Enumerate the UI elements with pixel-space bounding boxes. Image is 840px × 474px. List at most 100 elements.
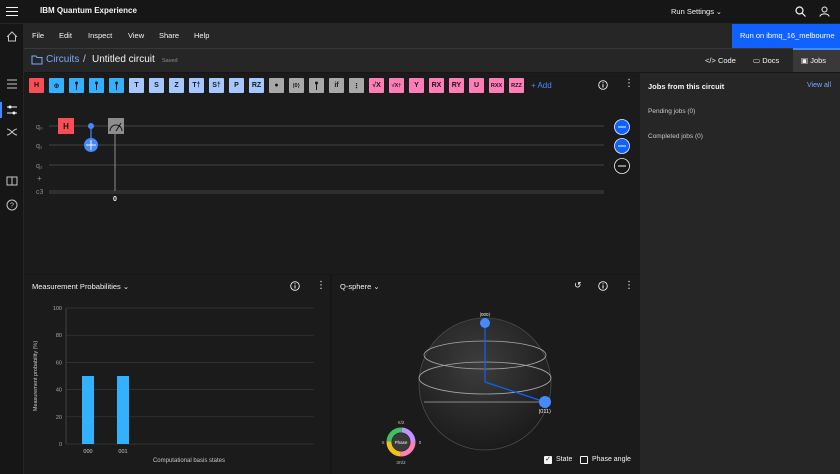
menu-bar: File Edit Inspect View Share Help [24,24,840,48]
bar-001[interactable] [117,376,129,444]
tab-code[interactable]: </> Code [700,48,745,72]
circuit-canvas[interactable]: q₀ q₁ q₂ + c3 H 0 [24,112,640,212]
menu-share[interactable]: Share [159,31,180,40]
gate-z[interactable]: Z [169,78,184,93]
chevron-down-icon: ⌄ [373,282,380,291]
state-011-point[interactable] [539,396,551,408]
bar-000[interactable] [82,376,94,444]
gate-rzz[interactable]: RZZ [509,78,524,93]
info-icon[interactable] [598,80,608,90]
qubit-label-0: q₀ [36,124,43,131]
state-000-point[interactable] [480,318,490,328]
search-icon[interactable] [795,6,806,17]
run-settings-button[interactable]: Run Settings ⌄ [671,7,722,16]
gate-rx[interactable]: RX [429,78,444,93]
add-gate-button[interactable]: + Add [531,81,552,90]
qsphere-visual[interactable]: |000⟩ |011⟩ Phase π/2 π 0 3π/2 [332,300,640,470]
app-title: IBM Quantum Experience [40,6,137,15]
cnot-control[interactable] [88,123,94,129]
gate-p-label: P [234,82,239,89]
gate-if[interactable]: if [329,78,344,93]
list-icon[interactable] [6,79,18,89]
gate-ry[interactable]: RY [449,78,464,93]
gate-rxx[interactable]: RXX [489,78,504,93]
info-icon[interactable] [290,281,300,291]
gate-sdg[interactable]: S† [209,78,224,93]
user-icon[interactable] [819,6,830,17]
gate-reset-label: ● [274,82,279,89]
transpile-icon[interactable] [6,126,18,138]
reset-icon[interactable]: ↺ [574,280,582,290]
menu-help[interactable]: Help [194,31,210,40]
gate-rz[interactable]: RZ [249,78,264,93]
folder-icon [31,55,43,65]
probabilities-dropdown[interactable]: Measurement Probabilities ⌄ [32,282,129,291]
x-tick-label: 001 [118,449,127,455]
circuit-header [24,48,840,72]
gate-sx[interactable]: √X [369,78,384,93]
tab-code-label: Code [717,56,736,65]
phase-bottom-label: 3π/2 [396,460,406,465]
docs-tab-icon: ▭ [753,56,761,65]
run-settings-label: Run Settings [671,7,714,16]
gate-cnot[interactable]: ⊕ [49,78,64,93]
phase-wheel: Phase π/2 π 0 3π/2 [381,420,421,465]
completed-jobs[interactable]: Completed jobs (0) [648,133,703,140]
menu-edit[interactable]: Edit [59,31,72,40]
overflow-menu-icon[interactable]: ⋮ [624,280,634,291]
gate-ket0[interactable]: |0⟩ [289,78,304,93]
gate-h[interactable]: H [29,78,44,93]
y-tick-label: 0 [59,442,62,448]
pending-jobs[interactable]: Pending jobs (0) [648,108,696,115]
y-tick-label: 60 [56,360,62,366]
gate-t[interactable]: T [129,78,144,93]
phase-angle-checkbox[interactable] [580,456,588,464]
qubit-labels: q₀ q₁ q₂ + c3 [36,124,44,196]
breadcrumb-circuits[interactable]: Circuits [46,54,80,65]
jobs-panel [640,73,840,474]
qsphere-dropdown[interactable]: Q-sphere ⌄ [340,282,380,291]
placed-h-gate[interactable] [58,118,74,134]
gate-reset[interactable]: ● [269,78,284,93]
gate-y[interactable]: Y [409,78,424,93]
qubit-label-1: q₁ [36,143,43,150]
gate-ry-label: RY [451,82,462,89]
circuit-title[interactable]: Untitled circuit [92,54,155,65]
home-icon[interactable] [6,31,18,42]
state-checkbox[interactable]: ✓ [544,456,552,464]
tab-docs[interactable]: ▭ Docs [748,48,790,72]
gate-z-label: Z [174,82,179,89]
top-header: IBM Quantum Experience [0,0,840,24]
menu-view[interactable]: View [128,31,145,40]
menu-file[interactable]: File [32,31,45,40]
gate-sxdg[interactable]: √X† [389,78,404,93]
tab-jobs-label: Jobs [810,56,827,65]
overflow-menu-icon[interactable]: ⋮ [624,78,634,89]
y-tick-label: 40 [56,388,62,394]
docs-icon[interactable] [6,176,18,186]
gate-p[interactable]: P [229,78,244,93]
gate-if-label: if [334,82,339,89]
placed-measure-gate[interactable] [108,118,124,134]
gate-identity-icon[interactable] [109,78,124,93]
gate-rzz-label: RZZ [511,82,522,89]
run-button[interactable]: Run on ibmq_16_melbourne [732,24,840,48]
menu-inspect[interactable]: Inspect [88,31,113,40]
code-icon: </> [705,56,716,65]
gate-toffoli-icon[interactable] [69,78,84,93]
tab-jobs[interactable]: ▣ Jobs [793,48,840,72]
gate-tdg[interactable]: T† [189,78,204,93]
view-all-link[interactable]: View all [807,82,831,89]
gate-barrier[interactable]: ⋮ [349,78,364,93]
composer-icon[interactable] [6,104,18,116]
jobs-icon: ▣ [801,56,809,65]
info-icon[interactable] [598,281,608,291]
menu-icon[interactable] [6,6,18,17]
gate-measure-icon[interactable] [309,78,324,93]
gate-u[interactable]: U [469,78,484,93]
help-icon[interactable]: ? [6,199,18,211]
gate-swap-icon[interactable] [89,78,104,93]
gate-s[interactable]: S [149,78,164,93]
overflow-menu-icon[interactable]: ⋮ [316,280,326,291]
